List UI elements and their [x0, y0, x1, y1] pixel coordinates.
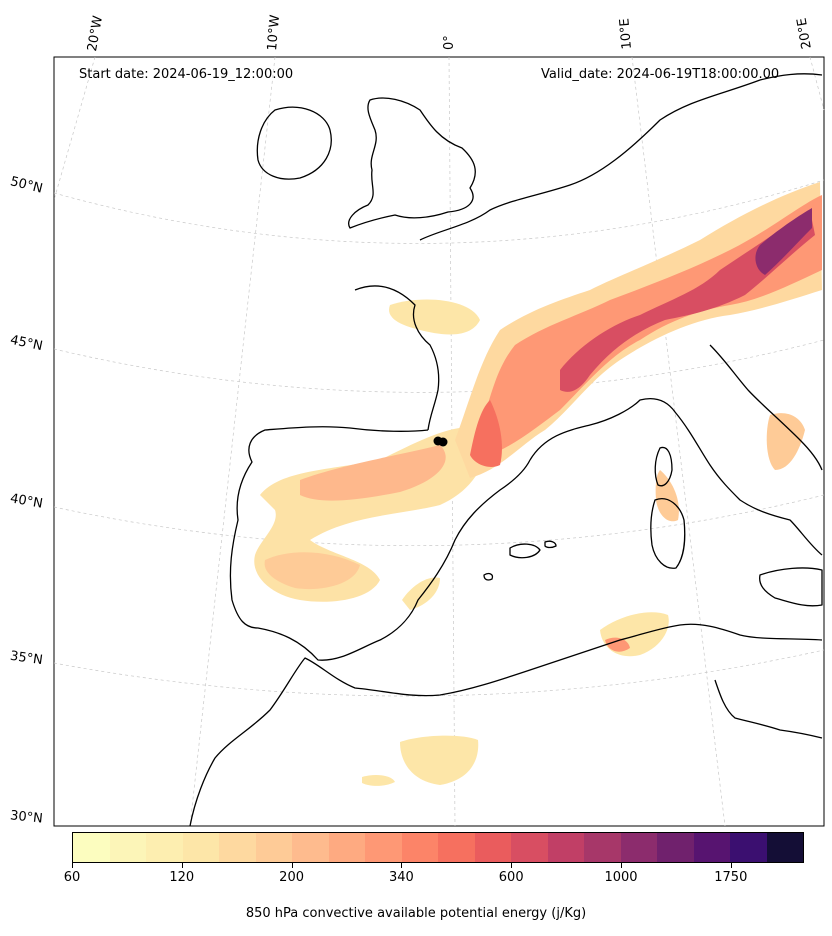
colorbar-cell: [365, 833, 402, 862]
colorbar-tick: [291, 863, 293, 868]
cape-area-rhone: [470, 400, 502, 467]
coastline-corsica: [654, 446, 673, 487]
coastline-sicily: [759, 567, 823, 607]
cape-area-balkans: [766, 413, 805, 470]
coastline-continental-north: [419, 73, 823, 241]
colorbar-tick: [621, 863, 622, 868]
colorbar-cell: [620, 833, 657, 862]
colorbar-tick: [72, 863, 73, 868]
colorbar: [72, 832, 804, 863]
lon-label-10w: 10°W: [265, 14, 284, 52]
colorbar-tick: [511, 863, 513, 868]
colorbar-tick-label: 600: [498, 870, 524, 885]
colorbar-tick-label: 1000: [604, 870, 638, 885]
coastline-north-africa: [189, 623, 823, 827]
colorbar-cell: [292, 833, 329, 862]
colorbar-tick: [730, 863, 732, 868]
cape-area-algeria: [400, 735, 479, 785]
colorbar-cell: [438, 833, 475, 862]
cape-area-iberia-southeast: [402, 577, 440, 610]
colorbar-cell: [255, 833, 292, 862]
cape-area-tunisia: [600, 612, 669, 657]
map-frame: [53, 56, 825, 827]
coastlines: [189, 73, 823, 827]
coastline-iberia: [229, 426, 531, 661]
cape-area-corsica: [655, 470, 679, 522]
colorbar-cell: [328, 833, 365, 862]
cape-area-iberia-core: [300, 445, 446, 501]
colorbar-cell: [511, 833, 548, 862]
valid-date-label: Valid_date: 2024-06-19T18:00:00.00: [541, 67, 780, 82]
coastline-gulf-of-gabes: [714, 679, 823, 739]
colorbar-cell: [109, 833, 146, 862]
lon-label-10e: 10°E: [617, 17, 635, 51]
colorbar-cell: [146, 833, 183, 862]
colorbar-cell: [474, 833, 511, 862]
colorbar-tick-label: 340: [388, 870, 414, 885]
colorbar-tick-label: 200: [279, 870, 305, 885]
colorbar-cell: [657, 833, 694, 862]
coastline-ibiza: [483, 572, 494, 581]
colorbar-cell: [73, 833, 110, 862]
cape-area-iberia-south: [264, 552, 360, 590]
colorbar-cell: [182, 833, 219, 862]
coastline-mallorca: [509, 543, 541, 559]
coastline-menorca: [544, 540, 557, 549]
colorbar-cell: [730, 833, 767, 862]
cape-field: [254, 182, 822, 786]
coastline-ireland: [256, 106, 332, 180]
coastline-great-britain: [348, 97, 476, 229]
colorbar-cell: [401, 833, 438, 862]
start-date-label: Start date: 2024-06-19_12:00:00: [79, 67, 294, 82]
coastline-france-atlantic: [354, 285, 440, 431]
colorbar-tick: [401, 863, 403, 868]
cape-area-morocco: [362, 774, 395, 786]
cape-area-sw-france: [389, 299, 480, 335]
colorbar-cell: [219, 833, 256, 862]
location-marker: [433, 436, 448, 447]
colorbar-cell: [584, 833, 621, 862]
colorbar-cell: [766, 833, 803, 862]
coastline-adriatic: [709, 344, 823, 471]
coastline-gulf-of-lion: [529, 398, 823, 556]
colorbar-cell: [693, 833, 730, 862]
colorbar-tick-label: 1750: [714, 870, 748, 885]
colorbar-tick: [181, 863, 183, 868]
colorbar-cell: [547, 833, 584, 862]
cape-area-tunisia-core: [605, 637, 630, 652]
colorbar-tick-label: 120: [169, 870, 195, 885]
coastline-sardinia: [650, 498, 686, 569]
cape-area-alps-core: [560, 210, 815, 392]
colorbar-tick-label: 60: [63, 870, 81, 885]
cape-area-alps-max: [755, 208, 812, 275]
colorbar-label: 850 hPa convective available potential e…: [245, 906, 587, 921]
lon-label-0: 0°: [442, 35, 457, 50]
